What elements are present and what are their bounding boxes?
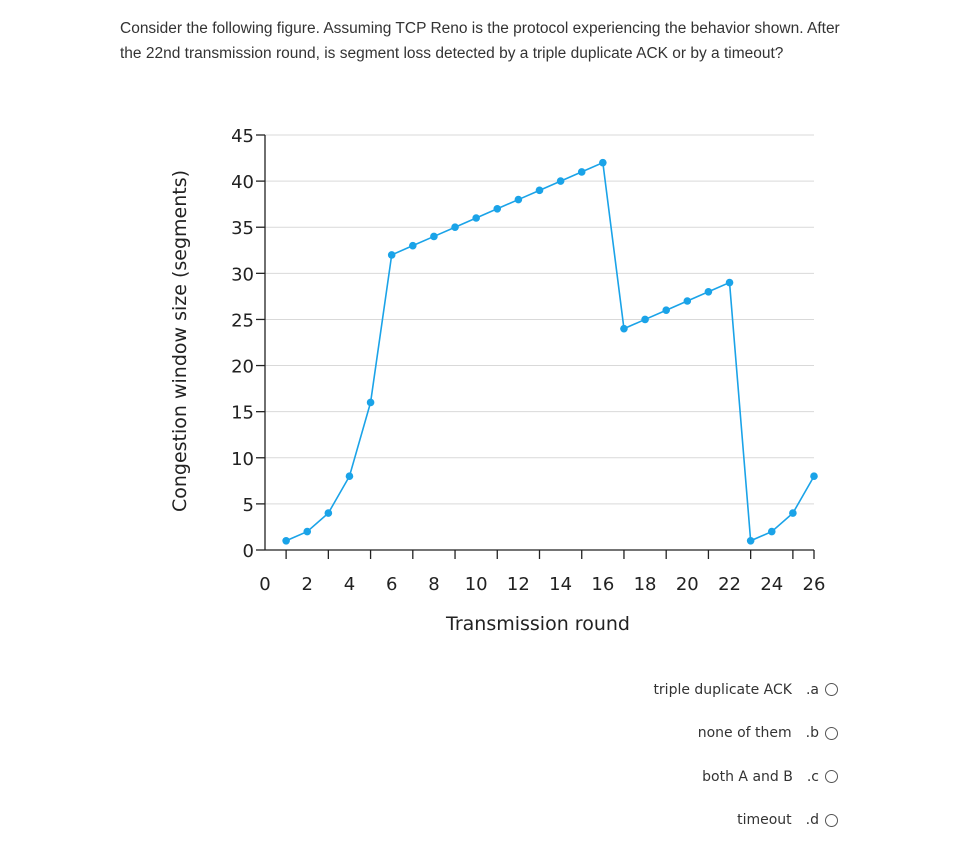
y-tick-label: 10 bbox=[231, 449, 254, 470]
option-c-letter: .c bbox=[807, 769, 819, 785]
series-line bbox=[286, 163, 814, 541]
x-tick-label: 12 bbox=[507, 574, 530, 595]
x-tick-label: 6 bbox=[386, 574, 397, 595]
data-point bbox=[810, 472, 818, 480]
data-point bbox=[747, 537, 755, 545]
option-d-letter: .d bbox=[806, 812, 819, 828]
option-b-letter: .b bbox=[806, 725, 819, 741]
data-point bbox=[557, 177, 565, 185]
option-c-radio[interactable] bbox=[825, 770, 838, 783]
y-tick-label: 35 bbox=[231, 218, 254, 239]
data-point bbox=[451, 223, 459, 231]
data-point bbox=[303, 528, 311, 536]
data-point bbox=[789, 509, 797, 517]
x-axis-label: Transmission round bbox=[445, 613, 630, 635]
option-b-radio[interactable] bbox=[825, 727, 838, 740]
y-tick-label: 40 bbox=[231, 172, 254, 193]
data-point bbox=[620, 325, 628, 333]
answer-options: triple duplicate ACK .a none of them .b … bbox=[538, 668, 838, 842]
data-point bbox=[705, 288, 713, 296]
option-d-label: timeout bbox=[737, 812, 792, 828]
data-point bbox=[641, 316, 649, 324]
option-c-label: both A and B bbox=[702, 769, 793, 785]
option-b[interactable]: none of them .b bbox=[538, 712, 838, 756]
data-point bbox=[515, 196, 523, 204]
y-tick-label: 5 bbox=[243, 495, 254, 516]
cwnd-series bbox=[282, 159, 817, 545]
option-a[interactable]: triple duplicate ACK .a bbox=[538, 668, 838, 712]
y-tick-label: 30 bbox=[231, 264, 254, 285]
y-axis-label: Congestion window size (segments) bbox=[169, 170, 191, 512]
y-tick-label: 20 bbox=[231, 357, 254, 378]
data-point bbox=[599, 159, 607, 167]
data-point bbox=[282, 537, 290, 545]
option-a-radio[interactable] bbox=[825, 683, 838, 696]
data-point bbox=[430, 233, 438, 241]
x-tick-label: 10 bbox=[465, 574, 488, 595]
y-tick-label: 0 bbox=[243, 541, 254, 562]
data-point bbox=[536, 187, 544, 195]
y-tick-label: 15 bbox=[231, 403, 254, 424]
x-tick-label: 0 bbox=[259, 574, 270, 595]
option-a-label: triple duplicate ACK bbox=[653, 682, 792, 698]
option-c[interactable]: both A and B .c bbox=[538, 755, 838, 799]
data-point bbox=[662, 306, 670, 314]
x-tick-label: 2 bbox=[302, 574, 313, 595]
data-point bbox=[346, 472, 354, 480]
data-point bbox=[325, 509, 333, 517]
x-tick-label: 20 bbox=[676, 574, 699, 595]
data-point bbox=[367, 399, 375, 407]
y-tick-label: 25 bbox=[231, 310, 254, 331]
x-tick-label: 24 bbox=[760, 574, 783, 595]
data-point bbox=[472, 214, 480, 222]
option-a-letter: .a bbox=[806, 682, 819, 698]
option-b-label: none of them bbox=[698, 725, 792, 741]
x-tick-label: 8 bbox=[428, 574, 439, 595]
option-d[interactable]: timeout .d bbox=[538, 799, 838, 842]
data-point bbox=[578, 168, 586, 176]
data-point bbox=[768, 528, 776, 536]
data-point bbox=[409, 242, 417, 250]
x-tick-label: 26 bbox=[803, 574, 826, 595]
x-tick-label: 22 bbox=[718, 574, 741, 595]
data-point bbox=[388, 251, 396, 259]
data-point bbox=[684, 297, 692, 305]
data-point bbox=[726, 279, 734, 287]
x-tick-label: 16 bbox=[591, 574, 614, 595]
y-tick-label: 45 bbox=[231, 126, 254, 147]
data-point bbox=[493, 205, 501, 213]
x-tick-label: 4 bbox=[344, 574, 355, 595]
option-d-radio[interactable] bbox=[825, 814, 838, 827]
x-tick-label: 14 bbox=[549, 574, 572, 595]
x-tick-label: 18 bbox=[634, 574, 657, 595]
